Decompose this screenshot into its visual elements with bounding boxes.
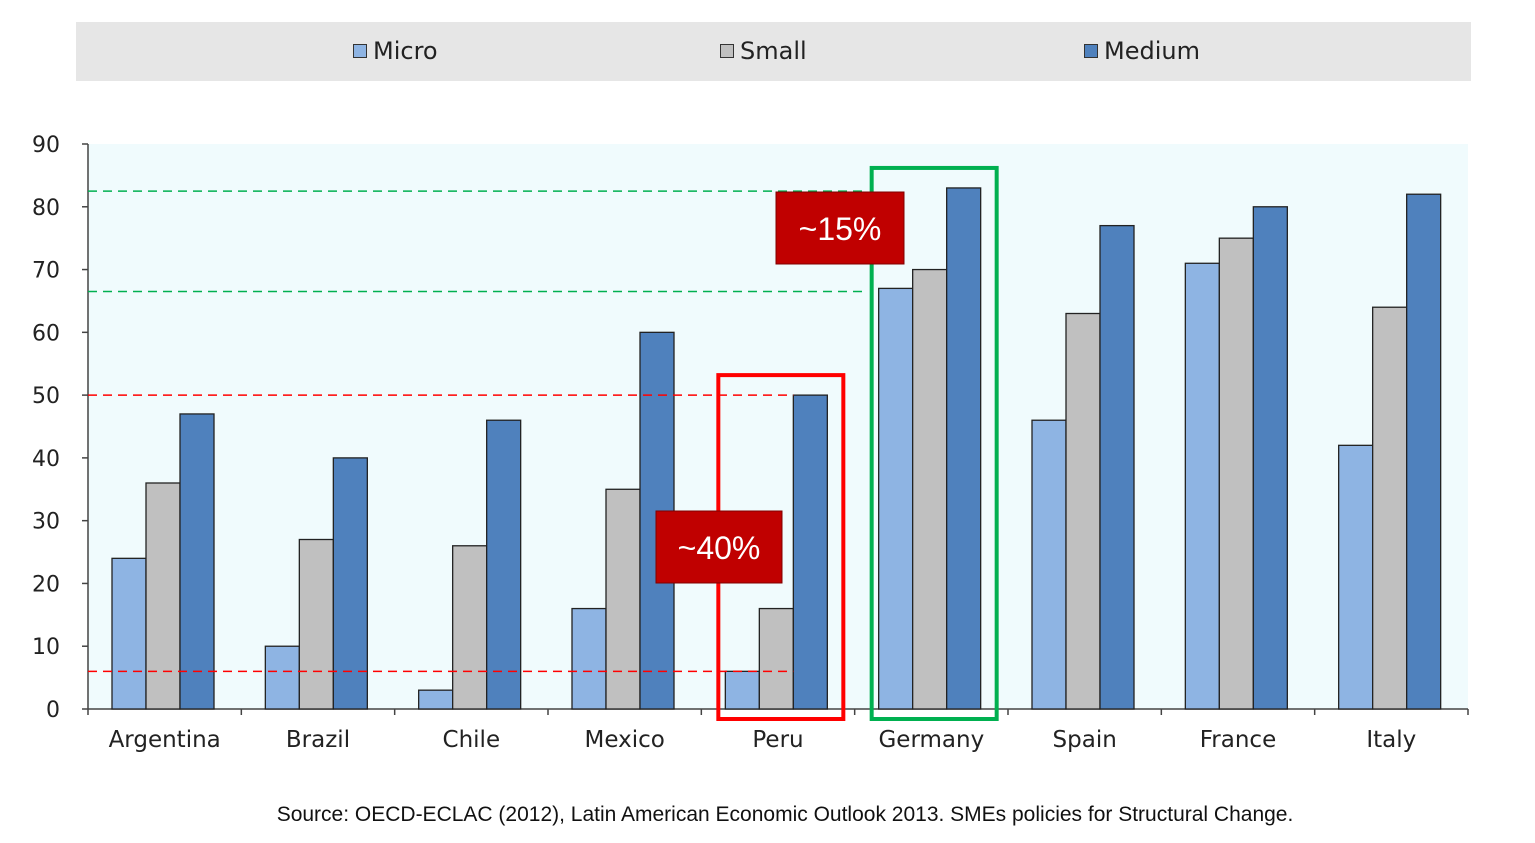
bar-micro-france (1184, 262, 1220, 710)
y-tick-label: 90 (32, 133, 60, 158)
bar-small-peru (758, 607, 794, 710)
y-tick-label: 50 (32, 384, 60, 409)
bar-micro-brazil (264, 645, 300, 710)
legend-label-micro: Micro (373, 37, 438, 65)
annotation-label: ~40% (678, 530, 761, 566)
bar-medium-germany (946, 187, 982, 710)
bar-small-spain (1065, 312, 1101, 710)
y-tick-label: 70 (32, 259, 60, 284)
x-tick-label: Spain (1053, 727, 1117, 753)
bar-micro-mexico (571, 607, 607, 710)
x-tick-label: Peru (752, 727, 803, 753)
bar-small-chile (452, 545, 488, 710)
bar-medium-chile (486, 419, 522, 710)
x-tick-label: Germany (878, 727, 984, 753)
legend-swatch-micro (353, 44, 367, 58)
legend-label-small: Small (740, 37, 807, 65)
x-tick-label: Brazil (286, 727, 350, 753)
bar-micro-argentina (111, 557, 147, 710)
bar-micro-peru (724, 670, 760, 710)
legend-swatch-small (720, 44, 734, 58)
y-tick-label: 60 (32, 321, 60, 346)
legend-item-micro: Micro (353, 37, 438, 65)
bar-small-italy (1372, 306, 1408, 710)
legend-item-small: Small (720, 37, 807, 65)
bar-small-mexico (605, 488, 641, 710)
y-tick-label: 0 (46, 698, 60, 723)
bar-micro-chile (418, 689, 454, 710)
x-tick-label: France (1200, 727, 1276, 753)
annotation-label: ~15% (799, 211, 882, 247)
bar-small-argentina (145, 482, 181, 710)
bar-micro-germany (878, 287, 914, 710)
y-tick-label: 40 (32, 447, 60, 472)
y-tick-label: 20 (32, 572, 60, 597)
bar-medium-brazil (332, 457, 368, 710)
x-tick-label: Italy (1366, 727, 1416, 753)
legend-swatch-medium (1084, 44, 1098, 58)
bar-medium-peru (792, 394, 828, 710)
annotation-1: ~40% (655, 510, 783, 584)
annotation-box (655, 510, 783, 584)
annotation-0: ~15% (775, 191, 905, 265)
annotation-box (775, 191, 905, 265)
bar-medium-argentina (179, 413, 215, 710)
x-tick-label: Argentina (109, 727, 221, 753)
source-note: Source: OECD-ECLAC (2012), Latin America… (276, 803, 1294, 826)
highlight-box-germany (869, 165, 999, 721)
bar-medium-france (1252, 206, 1288, 710)
x-tick-label: Mexico (585, 727, 665, 753)
legend: Micro Small Medium (76, 22, 1471, 81)
legend-label-medium: Medium (1104, 37, 1200, 65)
y-tick-label: 10 (32, 635, 60, 660)
bar-medium-italy (1406, 193, 1442, 710)
bar-micro-spain (1031, 419, 1067, 710)
bar-small-brazil (298, 538, 334, 710)
y-tick-label: 30 (32, 510, 60, 535)
y-tick-label: 80 (32, 196, 60, 221)
legend-item-medium: Medium (1084, 37, 1200, 65)
bar-micro-italy (1338, 444, 1374, 710)
bar-small-germany (912, 268, 948, 710)
x-tick-label: Chile (443, 727, 501, 753)
bar-small-france (1218, 237, 1254, 710)
bar-medium-spain (1099, 224, 1135, 710)
